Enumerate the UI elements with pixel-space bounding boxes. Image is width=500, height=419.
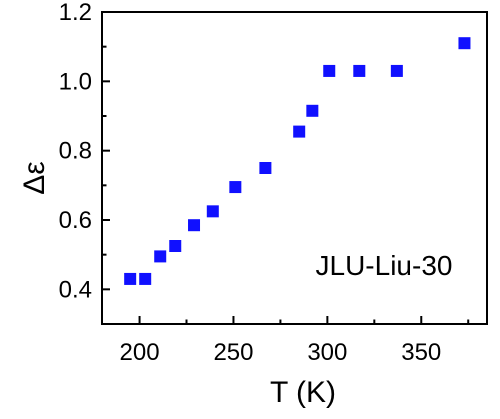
data-point <box>306 104 319 117</box>
data-point <box>323 64 336 77</box>
annotation-label: JLU-Liu-30 <box>316 250 453 281</box>
data-point <box>154 250 167 263</box>
y-tick-label: 0.4 <box>59 276 92 303</box>
data-point <box>169 240 182 252</box>
data-point <box>124 272 137 285</box>
data-point <box>139 272 152 285</box>
data-point <box>390 64 403 77</box>
data-point <box>229 181 242 194</box>
data-point <box>188 219 201 232</box>
data-point <box>293 125 306 138</box>
x-tick-label: 350 <box>401 339 441 366</box>
data-point <box>206 205 219 218</box>
y-tick-label: 1.2 <box>59 0 92 26</box>
plot-frame <box>101 11 488 325</box>
x-tick-label: 250 <box>213 339 253 366</box>
data-point <box>353 64 366 77</box>
y-tick-label: 1.0 <box>59 68 92 95</box>
data-point <box>259 162 272 174</box>
y-axis-title: Δε <box>18 161 51 194</box>
x-tick-label: 200 <box>120 339 160 366</box>
x-tick-label: 300 <box>307 339 347 366</box>
x-axis-title: T (K) <box>270 376 336 409</box>
y-tick-label: 0.8 <box>59 138 92 165</box>
y-tick-label: 0.6 <box>59 207 92 234</box>
data-point <box>458 37 471 50</box>
